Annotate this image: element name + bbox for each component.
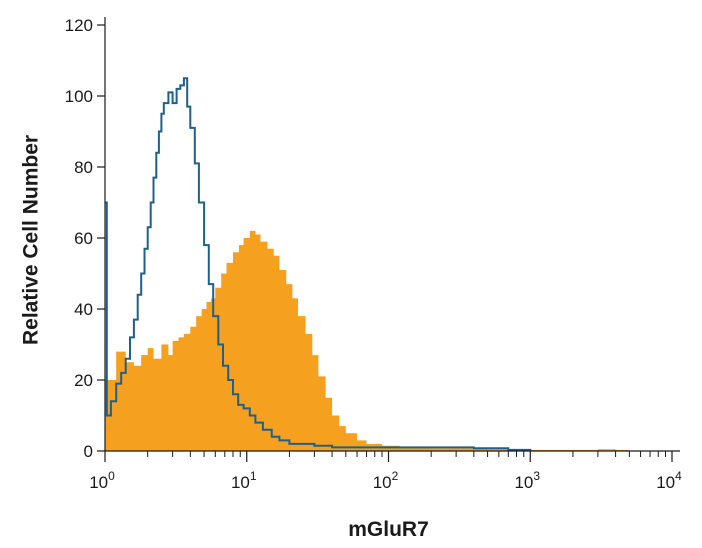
x-ticks: 100 101 102 103 104	[89, 451, 682, 492]
x-tick-label: 101	[231, 469, 257, 492]
x-tick-label: 100	[89, 469, 115, 492]
y-tick-label: 120	[65, 16, 93, 35]
y-tick-label: 0	[84, 442, 93, 461]
axes: 0 20 40 60 80 100 120 100 101 102 103 104	[65, 16, 682, 492]
x-tick-label: 104	[656, 469, 682, 492]
y-tick-label: 20	[74, 371, 93, 390]
x-tick-label: 102	[373, 469, 399, 492]
y-ticks: 0 20 40 60 80 100 120	[65, 16, 105, 461]
x-axis-title: mGluR7	[348, 518, 429, 541]
x-tick-label: 103	[514, 469, 540, 492]
y-tick-label: 80	[74, 158, 93, 177]
plot-series	[105, 77, 630, 451]
y-tick-label: 100	[65, 87, 93, 106]
y-tick-label: 40	[74, 300, 93, 319]
y-axis-title: Relative Cell Number	[20, 135, 43, 345]
y-tick-label: 60	[74, 229, 93, 248]
series-0-filled-histogram	[105, 230, 630, 451]
series-1-outline-histogram	[105, 77, 532, 451]
